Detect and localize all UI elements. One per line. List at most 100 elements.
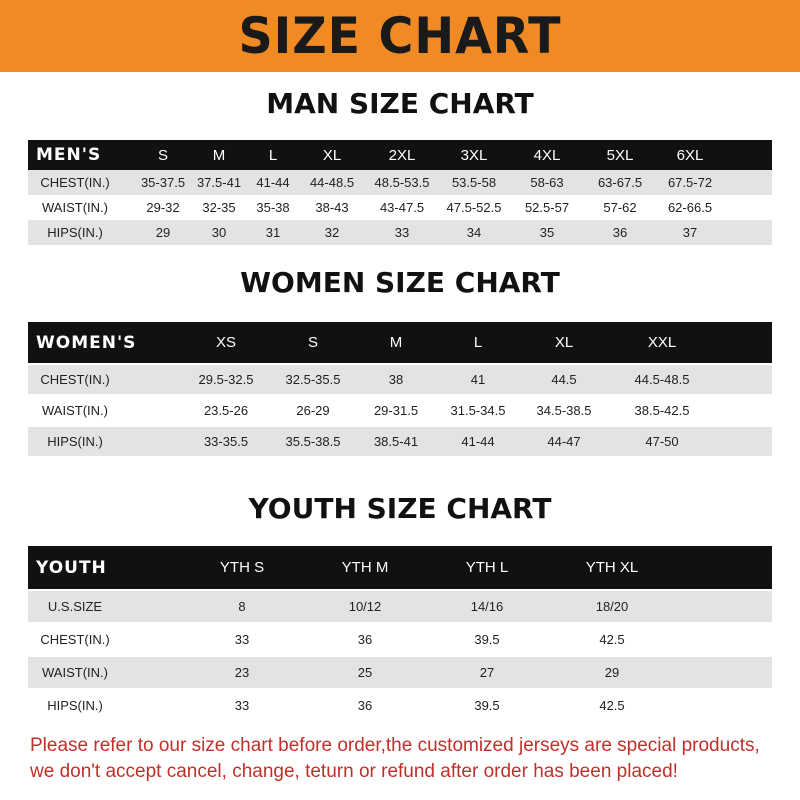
table-cell: 29.5-32.5 [198, 372, 254, 387]
table-cell: 44-47 [547, 434, 581, 449]
women-section-title: WOMEN SIZE CHART [240, 266, 560, 299]
table-cell: 36 [357, 698, 373, 713]
table-cell: 35.5-38.5 [285, 434, 341, 449]
table-cell: 41-44 [461, 434, 495, 449]
table-cell: 32-35 [202, 200, 236, 215]
table-cell: 44.5-48.5 [634, 372, 690, 387]
table-cell: 33 [234, 632, 250, 647]
table-cell: 27 [479, 665, 495, 680]
table-cell: 33 [394, 225, 410, 240]
size-column-header: 4XL [533, 146, 561, 164]
size-column-header: YTH M [341, 559, 389, 576]
measurement-label: U.S.SIZE [47, 599, 103, 614]
table-row: WAIST(IN.) 23 25 27 29 [28, 657, 772, 688]
table-cell: 58-63 [530, 175, 564, 190]
table-cell: 23.5-26 [203, 403, 249, 418]
table-cell: 44-48.5 [309, 175, 355, 190]
table-cell: 37 [682, 225, 698, 240]
table-cell: 29 [155, 225, 171, 240]
table-cell: 53.5-58 [451, 175, 497, 190]
size-column-header: S [157, 146, 169, 164]
table-cell: 31.5-34.5 [450, 403, 506, 418]
table-cell: 42.5 [599, 698, 625, 713]
table-cell: 18/20 [595, 599, 629, 614]
size-column-header: 5XL [606, 146, 634, 164]
measurement-label: HIPS(IN.) [47, 434, 103, 449]
table-cell: 29-32 [146, 200, 180, 215]
table-cell: 14/16 [470, 599, 504, 614]
table-label: YOUTH [36, 557, 107, 578]
table-row: CHEST(IN.) 33 36 39.5 42.5 [28, 624, 772, 655]
title-banner: SIZE CHART [0, 0, 800, 72]
table-cell: 38 [388, 372, 404, 387]
table-cell: 29-31.5 [373, 403, 419, 418]
size-column-header: L [473, 334, 483, 351]
size-column-header: S [307, 334, 319, 351]
size-column-header: XS [215, 334, 237, 351]
table-cell: 32.5-35.5 [285, 372, 341, 387]
men-section-title: MAN SIZE CHART [266, 87, 534, 120]
table-cell: 33 [234, 698, 250, 713]
table-cell: 38.5-42.5 [634, 403, 690, 418]
order-notice-line-2: we don't accept cancel, change, teturn o… [30, 761, 678, 782]
table-row: HIPS(IN.) 33-35.5 35.5-38.5 38.5-41 41-44 44-… [28, 427, 772, 456]
order-notice: Please refer to our size chart before or… [30, 733, 780, 785]
size-column-header: YTH XL [585, 559, 639, 576]
measurement-label: WAIST(IN.) [42, 403, 108, 418]
table-cell: 35 [539, 225, 555, 240]
youth-header-row: YOUTH YTH S YTH M YTH L YTH XL [28, 546, 772, 589]
table-cell: 34 [466, 225, 482, 240]
table-cell: 32 [324, 225, 340, 240]
table-row: U.S.SIZE 8 10/12 14/16 18/20 [28, 591, 772, 622]
table-cell: 39.5 [474, 698, 500, 713]
measurement-label: WAIST(IN.) [42, 665, 108, 680]
table-cell: 38.5-41 [373, 434, 419, 449]
size-column-header: 2XL [388, 146, 416, 164]
table-cell: 34.5-38.5 [536, 403, 592, 418]
women-header-row: WOMEN'S XS S M L XL XXL [28, 322, 772, 363]
size-column-header: 3XL [460, 146, 488, 164]
table-cell: 43-47.5 [379, 200, 425, 215]
measurement-label: CHEST(IN.) [40, 372, 110, 387]
table-cell: 33-35.5 [203, 434, 249, 449]
table-cell: 26-29 [296, 403, 330, 418]
table-cell: 44.5 [551, 372, 577, 387]
table-row: WAIST(IN.) 23.5-26 26-29 29-31.5 31.5-34.5 34… [28, 396, 772, 425]
table-cell: 42.5 [599, 632, 625, 647]
measurement-label: CHEST(IN.) [40, 175, 110, 190]
table-row: HIPS(IN.) 29 30 31 32 33 34 35 36 37 [28, 220, 772, 245]
table-cell: 37.5-41 [196, 175, 242, 190]
table-cell: 48.5-53.5 [374, 175, 430, 190]
table-cell: 23 [234, 665, 250, 680]
size-column-header: YTH S [219, 559, 265, 576]
table-cell: 41-44 [256, 175, 290, 190]
table-cell: 8 [238, 599, 246, 614]
table-row: HIPS(IN.) 33 36 39.5 42.5 [28, 690, 772, 721]
table-cell: 38-43 [315, 200, 349, 215]
table-cell: 29 [604, 665, 620, 680]
youth-section-title: YOUTH SIZE CHART [248, 492, 552, 525]
table-cell: 35-37.5 [140, 175, 186, 190]
table-cell: 52.5-57 [524, 200, 570, 215]
order-notice-line-1: Please refer to our size chart before or… [30, 735, 760, 756]
size-column-header: XL [322, 146, 342, 164]
size-column-header: 6XL [676, 146, 704, 164]
table-label: WOMEN'S [36, 332, 137, 353]
table-cell: 63-67.5 [597, 175, 643, 190]
table-cell: 47-50 [645, 434, 679, 449]
size-column-header: YTH L [465, 559, 509, 576]
measurement-label: CHEST(IN.) [40, 632, 110, 647]
table-row: CHEST(IN.) 35-37.5 37.5-41 41-44 44-48.5 48.5… [28, 170, 772, 195]
size-column-header: M [212, 146, 226, 164]
table-cell: 57-62 [603, 200, 637, 215]
table-label: MEN'S [36, 145, 102, 165]
table-cell: 36 [612, 225, 628, 240]
size-column-header: XL [554, 334, 574, 351]
table-row: CHEST(IN.) 29.5-32.5 32.5-35.5 38 41 44.5 44.5… [28, 365, 772, 394]
measurement-label: WAIST(IN.) [42, 200, 108, 215]
table-row: WAIST(IN.) 29-32 32-35 35-38 38-43 43-47.5 47.… [28, 195, 772, 220]
banner-title: SIZE CHART [238, 7, 562, 65]
size-column-header: L [268, 146, 278, 164]
table-cell: 36 [357, 632, 373, 647]
table-cell: 39.5 [474, 632, 500, 647]
